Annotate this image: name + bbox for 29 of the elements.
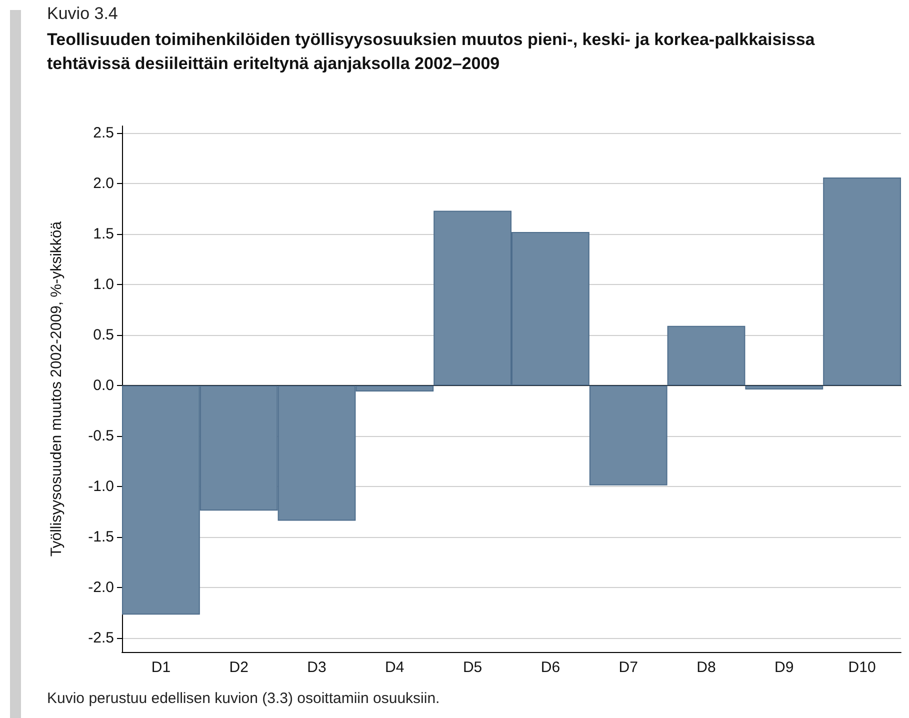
x-tick-label: D10 bbox=[848, 659, 876, 676]
x-tick-label: D5 bbox=[462, 659, 482, 676]
bar bbox=[589, 385, 668, 486]
x-tick-label: D7 bbox=[618, 659, 638, 676]
chart-subtitle: Kuvio 3.4 bbox=[47, 4, 118, 24]
bar bbox=[823, 177, 901, 386]
y-tick-label: 0.0 bbox=[93, 376, 114, 394]
y-tick-label: -1.5 bbox=[88, 528, 114, 546]
bar bbox=[667, 326, 746, 386]
x-tick-label: D1 bbox=[151, 659, 171, 676]
y-tick-label: -1.0 bbox=[88, 478, 114, 495]
chart-title: Teollisuuden toimihenkilöiden työllisyysosuuksien muutos pieni-, keski- ja korkea-palkkaisissa tehtävissä desiileittäin eriteltynä ajanjaksolla 2002–2009 bbox=[47, 29, 816, 75]
y-tick-label: 1.0 bbox=[93, 276, 114, 294]
text: Kuvio perustuu edellisen kuvion (3.3) osoittamiin osuuksiin. bbox=[47, 690, 440, 707]
x-tick-label: D8 bbox=[696, 659, 716, 676]
y-tick-label: 2.0 bbox=[93, 175, 114, 192]
y-tick-label: 0.5 bbox=[93, 326, 114, 344]
x-tick-label: D4 bbox=[385, 659, 404, 676]
y-tick-label: 2.5 bbox=[93, 124, 114, 142]
x-tick-label: D9 bbox=[774, 659, 794, 676]
y-tick-label: -2.5 bbox=[88, 629, 114, 646]
bar bbox=[745, 385, 824, 390]
y-axis-title: Työllisyysosuuden muutos 2002-2009, %-yksikköä bbox=[48, 220, 65, 557]
x-tick-label: D3 bbox=[307, 659, 326, 676]
y-tick-label: -2.0 bbox=[88, 578, 114, 596]
y-tick-label: 1.5 bbox=[93, 226, 114, 243]
x-tick-label: D6 bbox=[540, 659, 560, 676]
y-tick-label: -0.5 bbox=[88, 427, 114, 444]
x-tick-label: D2 bbox=[229, 659, 248, 676]
